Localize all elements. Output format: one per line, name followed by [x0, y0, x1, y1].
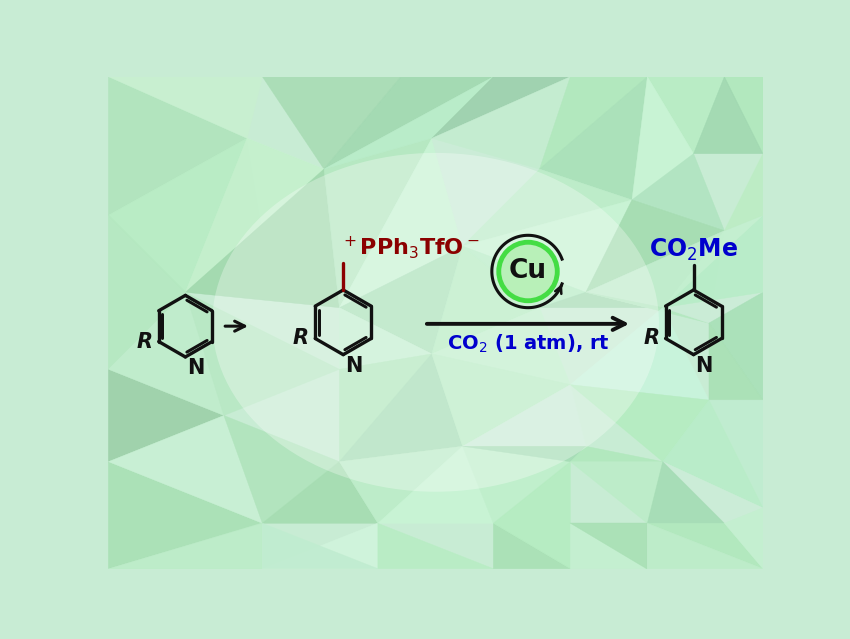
Polygon shape — [263, 523, 378, 569]
Polygon shape — [663, 400, 762, 508]
Polygon shape — [493, 462, 570, 569]
Polygon shape — [109, 138, 247, 292]
Polygon shape — [339, 246, 462, 354]
Polygon shape — [663, 215, 762, 308]
Polygon shape — [586, 231, 724, 323]
Polygon shape — [540, 292, 663, 308]
Polygon shape — [324, 138, 432, 308]
Polygon shape — [663, 215, 762, 308]
Polygon shape — [663, 292, 762, 323]
Polygon shape — [540, 77, 648, 169]
Polygon shape — [224, 415, 339, 523]
Polygon shape — [263, 77, 401, 169]
Text: $^+$PPh$_3$TfO$^-$: $^+$PPh$_3$TfO$^-$ — [340, 235, 479, 261]
Polygon shape — [570, 446, 663, 462]
Polygon shape — [185, 169, 339, 308]
Polygon shape — [462, 446, 586, 462]
Polygon shape — [109, 369, 224, 462]
Polygon shape — [432, 77, 570, 138]
Polygon shape — [709, 323, 762, 400]
Polygon shape — [724, 77, 762, 154]
Polygon shape — [324, 77, 493, 169]
Text: N: N — [695, 356, 712, 376]
Text: Cu: Cu — [509, 259, 547, 284]
Polygon shape — [570, 385, 709, 462]
Polygon shape — [724, 508, 762, 569]
Polygon shape — [378, 523, 493, 569]
Polygon shape — [586, 200, 724, 292]
Polygon shape — [109, 77, 263, 138]
Polygon shape — [339, 446, 462, 523]
Polygon shape — [432, 246, 540, 354]
Text: R: R — [293, 328, 309, 348]
Polygon shape — [632, 154, 724, 231]
Polygon shape — [432, 77, 570, 169]
Text: N: N — [187, 358, 204, 378]
Polygon shape — [663, 462, 762, 523]
Circle shape — [499, 242, 558, 301]
Polygon shape — [586, 292, 709, 323]
Polygon shape — [432, 138, 540, 246]
Polygon shape — [462, 446, 570, 523]
Polygon shape — [263, 523, 378, 569]
Polygon shape — [109, 462, 263, 569]
Polygon shape — [109, 77, 247, 215]
Text: CO$_2$Me: CO$_2$Me — [649, 237, 738, 263]
Polygon shape — [263, 462, 378, 523]
Polygon shape — [709, 400, 762, 508]
Polygon shape — [648, 462, 724, 523]
Ellipse shape — [212, 153, 659, 491]
Polygon shape — [462, 246, 586, 308]
Polygon shape — [570, 308, 709, 400]
Polygon shape — [632, 77, 694, 200]
Polygon shape — [462, 200, 632, 292]
Polygon shape — [185, 292, 339, 415]
Polygon shape — [339, 354, 432, 462]
Polygon shape — [109, 415, 263, 523]
Polygon shape — [540, 77, 648, 200]
Polygon shape — [339, 138, 462, 308]
Text: N: N — [345, 356, 362, 376]
Polygon shape — [378, 446, 493, 523]
Polygon shape — [493, 523, 570, 569]
Text: CO$_2$ (1 atm), rt: CO$_2$ (1 atm), rt — [446, 333, 609, 355]
Polygon shape — [247, 138, 324, 231]
Polygon shape — [432, 354, 570, 446]
Polygon shape — [324, 77, 493, 169]
Polygon shape — [109, 292, 224, 415]
Polygon shape — [109, 523, 263, 569]
Polygon shape — [724, 154, 762, 231]
Polygon shape — [648, 523, 762, 569]
Polygon shape — [462, 385, 586, 446]
Polygon shape — [432, 308, 570, 385]
Polygon shape — [109, 215, 185, 369]
Polygon shape — [339, 308, 432, 369]
Polygon shape — [694, 77, 762, 154]
Polygon shape — [339, 354, 462, 462]
Polygon shape — [570, 523, 648, 569]
Polygon shape — [570, 523, 648, 569]
Text: R: R — [643, 328, 660, 348]
Polygon shape — [648, 523, 762, 569]
Polygon shape — [462, 169, 632, 246]
Text: R: R — [136, 332, 152, 351]
Polygon shape — [185, 138, 324, 292]
Polygon shape — [709, 292, 762, 400]
Polygon shape — [648, 77, 724, 154]
Polygon shape — [570, 462, 663, 523]
